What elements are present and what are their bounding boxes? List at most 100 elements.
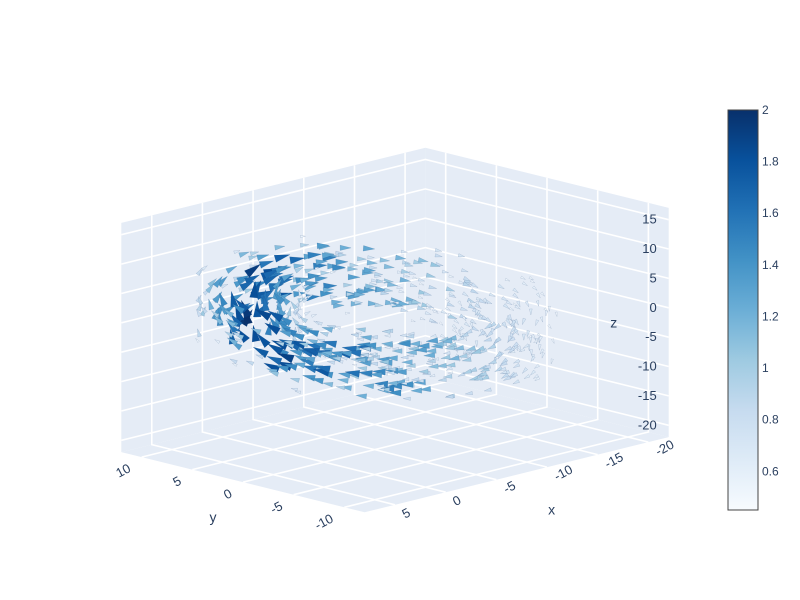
cone-marker [292, 317, 300, 326]
cone-marker [458, 280, 465, 284]
cone-marker [223, 309, 235, 318]
cone-marker [387, 371, 395, 375]
cone-marker [352, 363, 358, 367]
cone-marker [470, 288, 479, 294]
cone-marker [272, 278, 283, 291]
cone-marker [335, 258, 349, 266]
cone-marker [507, 314, 512, 322]
cone-marker [445, 362, 456, 368]
cone-marker [429, 318, 437, 323]
scene-3d[interactable]: -20-15-10-5051015-10-50510-20-15-10-505z… [113, 147, 676, 533]
cone-marker [513, 358, 521, 364]
cone-marker [347, 273, 361, 281]
cone-marker [518, 347, 525, 352]
cone-marker [213, 315, 224, 326]
colorbar-bar [727, 109, 759, 511]
cone-marker [347, 266, 358, 272]
cone-marker [399, 276, 411, 283]
cone-marker [267, 310, 284, 323]
cone-marker [362, 346, 372, 352]
cone-marker [303, 290, 310, 295]
cone-marker [499, 360, 508, 367]
cone-marker [457, 253, 465, 257]
cone-marker [225, 265, 238, 274]
cone-marker [505, 318, 511, 326]
cone-marker [354, 300, 363, 305]
cone-marker [298, 342, 309, 348]
cone-marker [417, 295, 424, 299]
cone-marker [448, 371, 454, 375]
cone-marker [366, 259, 378, 266]
cone-marker [523, 343, 530, 349]
cone-marker [304, 311, 311, 316]
y-tick-label: -10 [312, 511, 336, 533]
cone-marker [386, 355, 398, 362]
cone-marker [504, 345, 512, 351]
cone-marker [419, 282, 424, 286]
cone-marker [541, 352, 545, 359]
cone-marker [273, 254, 291, 263]
cone-marker [457, 335, 465, 341]
cone-marker [453, 344, 465, 351]
cone-marker [469, 318, 477, 325]
cone-marker [293, 306, 301, 315]
cone-marker [462, 368, 473, 374]
cone-marker [430, 333, 437, 338]
cone-marker [283, 340, 293, 346]
cone-marker [485, 317, 493, 324]
cone-marker [408, 271, 416, 275]
cone-marker [478, 371, 488, 376]
x-tick-label: 0 [450, 492, 463, 509]
cone-marker [511, 319, 517, 327]
cone-marker [406, 353, 415, 358]
cone-marker [435, 262, 444, 267]
cone-marker [417, 342, 430, 349]
cone-marker [334, 326, 341, 330]
z-tick-label: -5 [645, 329, 657, 344]
cone-marker [414, 346, 428, 353]
cone-marker [381, 341, 393, 347]
z-tick-label: -15 [638, 388, 657, 403]
cone-marker [536, 332, 542, 338]
cone-marker [452, 327, 457, 333]
cone-marker [445, 345, 455, 351]
cone-marker [411, 298, 422, 304]
cone-marker [488, 359, 498, 365]
cone-marker [302, 284, 310, 290]
cone-marker [360, 353, 369, 358]
cone-marker [300, 242, 309, 248]
cone-marker [443, 351, 451, 355]
cone-marker [441, 269, 449, 274]
cone-marker [355, 393, 368, 400]
cone-marker [395, 254, 407, 261]
cone-marker [370, 346, 382, 352]
cone-marker [547, 324, 552, 329]
cone-marker [254, 308, 272, 322]
cone-marker [339, 244, 352, 251]
cone-marker [211, 310, 220, 319]
cone-marker [195, 338, 200, 343]
cone-marker [416, 305, 426, 310]
z-gridline [121, 217, 669, 295]
cone-marker [543, 307, 548, 312]
cone-marker [336, 385, 346, 391]
cone-marker [457, 300, 462, 307]
cone-marker [444, 306, 451, 311]
cone-marker [316, 242, 330, 250]
cone-marker [274, 264, 288, 275]
z-gridline [121, 276, 669, 353]
cone-marker [487, 343, 497, 350]
cone-marker [494, 351, 503, 359]
cone-marker [404, 262, 414, 267]
cone-marker [387, 367, 396, 372]
cone-marker [534, 376, 541, 381]
colorbar-tick-label: 2 [762, 103, 769, 117]
cone-marker [262, 269, 279, 280]
cone-marker [349, 262, 359, 268]
cone-marker [433, 309, 439, 314]
cone-marker [513, 318, 519, 326]
cone-marker [417, 277, 425, 282]
colorbar-tick-label: 1.8 [762, 155, 779, 169]
cone-marker [460, 332, 469, 338]
